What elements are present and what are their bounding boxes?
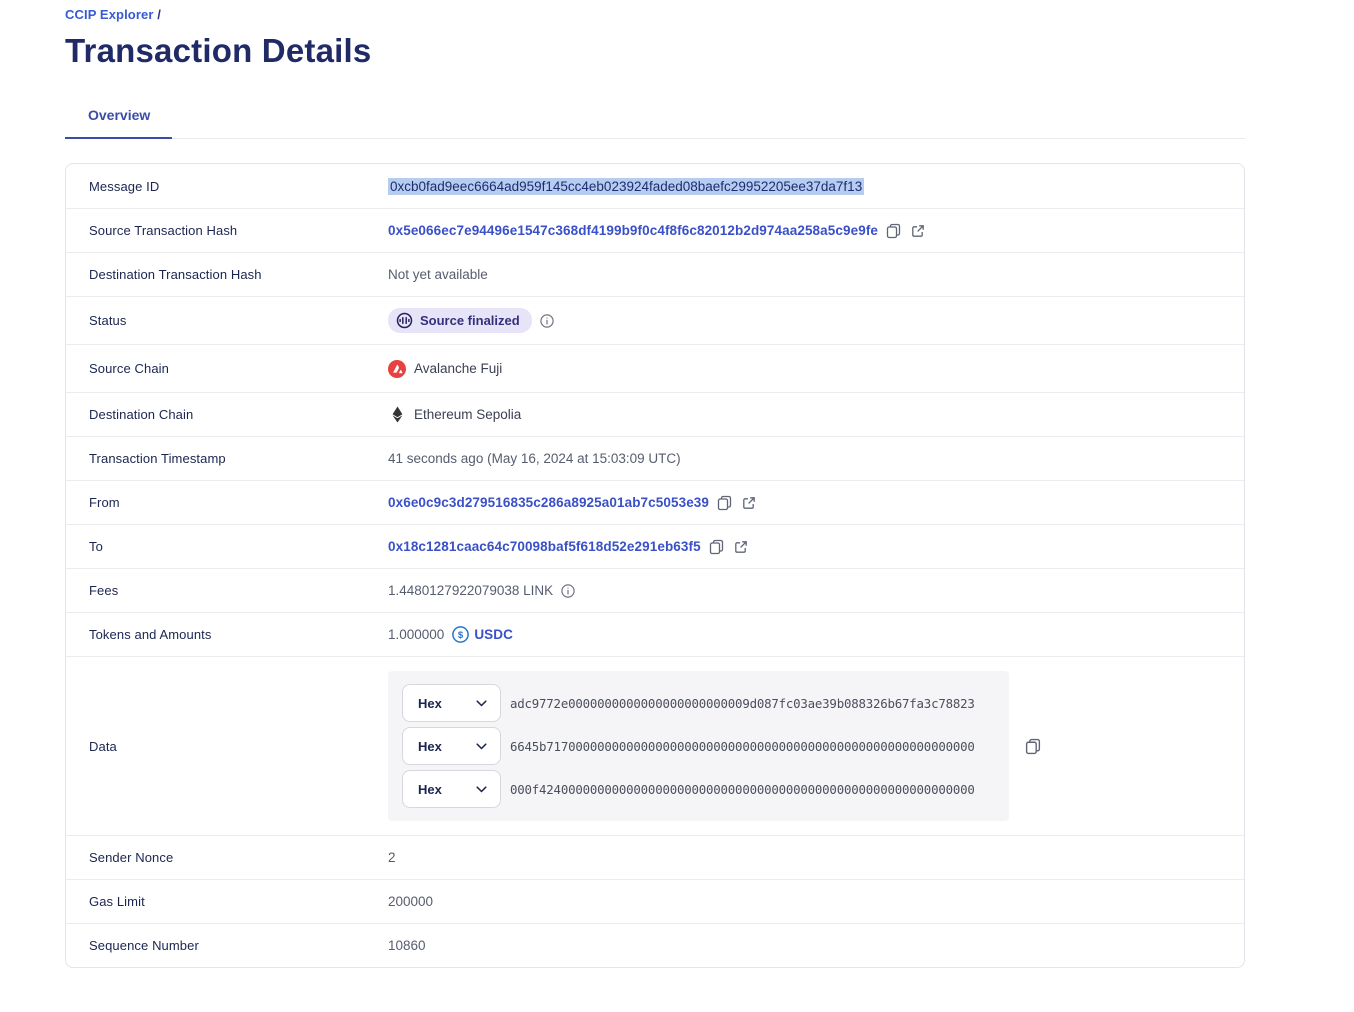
row-source-chain: Source Chain Avalanche Fuji — [66, 344, 1244, 392]
main-content: CCIP Explorer / Transaction Details Over… — [65, 0, 1245, 968]
row-sender-nonce: Sender Nonce 2 — [66, 835, 1244, 879]
row-source-tx-hash: Source Transaction Hash 0x5e066ec7e94496… — [66, 208, 1244, 252]
fees-value: 1.4480127922079038 LINK — [388, 583, 554, 598]
data-hex-value: adc9772e0000000000000000000000009d087fc0… — [510, 695, 975, 711]
fees-label: Fees — [89, 583, 119, 598]
data-line-2: Hex 6645b7170000000000000000000000000000… — [402, 727, 995, 765]
svg-text:$: $ — [458, 630, 464, 641]
dest-tx-hash-value: Not yet available — [388, 267, 488, 282]
copy-icon[interactable] — [717, 495, 732, 511]
ethereum-sepolia-icon — [388, 406, 406, 423]
data-line-3: Hex 000f42400000000000000000000000000000… — [402, 770, 995, 808]
row-dest-tx-hash: Destination Transaction Hash Not yet ava… — [66, 252, 1244, 296]
row-message-id: Message ID 0xcb0fad9eec6664ad959f145cc4e… — [66, 164, 1244, 208]
chevron-down-icon — [476, 785, 487, 793]
status-badge: Source finalized — [388, 308, 532, 333]
row-fees: Fees 1.4480127922079038 LINK — [66, 568, 1244, 612]
tab-bar: Overview — [65, 107, 1245, 139]
avalanche-fuji-icon — [388, 359, 406, 378]
external-link-icon[interactable] — [742, 496, 756, 510]
sender-nonce-label: Sender Nonce — [89, 850, 174, 865]
gas-limit-label: Gas Limit — [89, 894, 145, 909]
copy-icon[interactable] — [709, 539, 724, 555]
tokens-label: Tokens and Amounts — [89, 627, 212, 642]
status-info-icon[interactable] — [540, 313, 554, 328]
transaction-details-table: Message ID 0xcb0fad9eec6664ad959f145cc4e… — [65, 163, 1245, 968]
source-chain-name: Avalanche Fuji — [414, 361, 503, 376]
data-hex-value: 6645b71700000000000000000000000000000000… — [510, 738, 975, 754]
page-title: Transaction Details — [65, 32, 372, 69]
status-badge-text: Source finalized — [420, 313, 520, 328]
row-status: Status Source finalized — [66, 296, 1244, 344]
message-id-label: Message ID — [89, 178, 160, 194]
external-link-icon[interactable] — [911, 224, 925, 238]
data-hex-value: 000f424000000000000000000000000000000000… — [510, 781, 975, 797]
usdc-token-link[interactable]: USDC — [474, 627, 513, 642]
timestamp-value: 41 seconds ago (May 16, 2024 at 15:03:09… — [388, 451, 681, 466]
breadcrumb-separator: / — [153, 7, 161, 22]
dest-chain-name: Ethereum Sepolia — [414, 407, 522, 422]
chevron-down-icon — [476, 699, 487, 707]
source-tx-hash-link[interactable]: 0x5e066ec7e94496e1547c368df4199b9f0c4f8f… — [388, 223, 879, 238]
row-to: To 0x18c1281caac64c70098baf5f618d52e291e… — [66, 524, 1244, 568]
hex-format-select[interactable]: Hex — [402, 727, 501, 765]
chevron-down-icon — [476, 742, 487, 750]
data-line-1: Hex adc9772e0000000000000000000000009d08… — [402, 684, 995, 722]
breadcrumb: CCIP Explorer / — [65, 7, 1245, 22]
sequence-number-value: 10860 — [388, 938, 426, 953]
from-address-link[interactable]: 0x6e0c9c3d279516835c286a8925a01ab7c5053e… — [388, 495, 710, 510]
status-label: Status — [89, 313, 127, 328]
usdc-icon: $ — [452, 626, 470, 643]
row-data: Data Hex adc9772e00000000000000000000000… — [66, 656, 1244, 835]
status-finalized-icon — [396, 312, 413, 329]
dest-chain-label: Destination Chain — [89, 407, 194, 422]
source-chain-label: Source Chain — [89, 361, 169, 376]
copy-icon[interactable] — [1025, 738, 1041, 755]
from-label: From — [89, 495, 120, 510]
dest-tx-hash-label: Destination Transaction Hash — [89, 267, 262, 282]
breadcrumb-ccip-explorer-link[interactable]: CCIP Explorer — [65, 7, 154, 22]
sender-nonce-value: 2 — [388, 850, 396, 865]
copy-icon[interactable] — [886, 223, 901, 239]
data-label: Data — [89, 738, 117, 754]
to-label: To — [89, 539, 103, 554]
to-address-link[interactable]: 0x18c1281caac64c70098baf5f618d52e291eb63… — [388, 539, 701, 554]
hex-format-select[interactable]: Hex — [402, 684, 501, 722]
row-timestamp: Transaction Timestamp 41 seconds ago (Ma… — [66, 436, 1244, 480]
external-link-icon[interactable] — [734, 540, 748, 554]
row-tokens: Tokens and Amounts 1.000000 $ USDC — [66, 612, 1244, 656]
row-sequence-number: Sequence Number 10860 — [66, 923, 1244, 967]
source-tx-hash-label: Source Transaction Hash — [89, 223, 238, 238]
tab-overview[interactable]: Overview — [65, 107, 173, 139]
token-amount: 1.000000 — [388, 627, 445, 642]
data-hex-panel: Hex adc9772e0000000000000000000000009d08… — [388, 671, 1009, 821]
gas-limit-value: 200000 — [388, 894, 434, 909]
row-dest-chain: Destination Chain Ethereum Sepolia — [66, 392, 1244, 436]
timestamp-label: Transaction Timestamp — [89, 451, 226, 466]
row-gas-limit: Gas Limit 200000 — [66, 879, 1244, 923]
fees-info-icon[interactable] — [561, 583, 575, 598]
message-id-value: 0xcb0fad9eec6664ad959f145cc4eb023924fade… — [388, 177, 865, 195]
row-from: From 0x6e0c9c3d279516835c286a8925a01ab7c… — [66, 480, 1244, 524]
hex-format-select[interactable]: Hex — [402, 770, 501, 808]
sequence-number-label: Sequence Number — [89, 938, 199, 953]
